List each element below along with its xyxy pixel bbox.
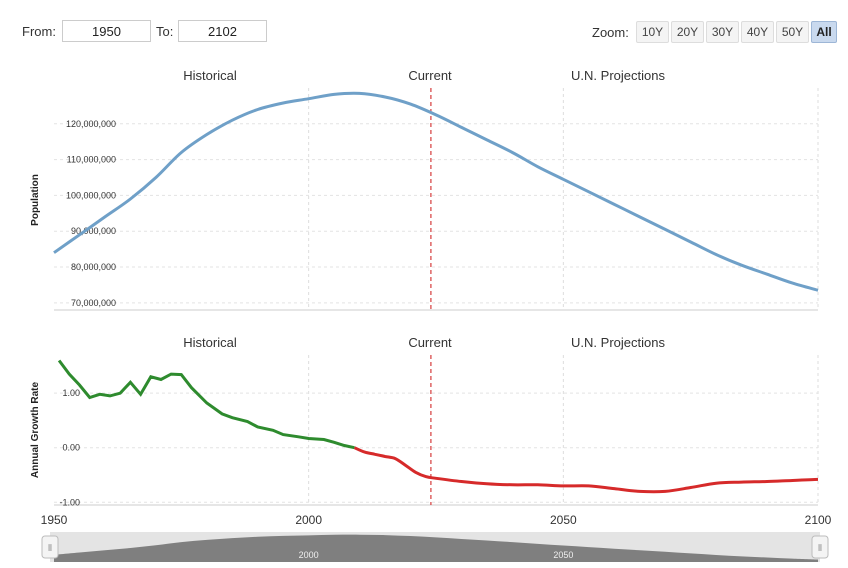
growth-section-historical: Historical: [183, 335, 237, 350]
population-y-tick: 100,000,000: [66, 190, 116, 200]
population-y-ticks: 120,000,000 110,000,000 100,000,000 90,000,…: [66, 119, 116, 308]
growth-y-tick: 1.00: [62, 388, 80, 398]
zoom-20y-button[interactable]: 20Y: [671, 21, 704, 43]
zoom-label: Zoom:: [592, 25, 629, 40]
growth-grid: [54, 355, 819, 506]
from-input[interactable]: 1950: [62, 20, 151, 42]
population-series-line: [53, 91, 819, 292]
population-section-projections: U.N. Projections: [571, 68, 665, 83]
growth-x-tick: 2050: [550, 513, 577, 527]
from-label: From:: [22, 24, 56, 39]
growth-section-current: Current: [408, 335, 452, 350]
growth-y-tick: -1.00: [59, 497, 80, 507]
zoom-40y-button[interactable]: 40Y: [741, 21, 774, 43]
population-y-tick: 110,000,000: [67, 155, 116, 165]
zoom-10y-button[interactable]: 10Y: [636, 21, 669, 43]
to-input[interactable]: 2102: [178, 20, 267, 42]
growth-x-ticks: 1950 2000 2050 2100: [41, 513, 832, 527]
growth-x-tick: 2100: [805, 513, 832, 527]
growth-section-projections: U.N. Projections: [571, 335, 665, 350]
zoom-50y-button[interactable]: 50Y: [776, 21, 809, 43]
population-grid: [54, 88, 819, 311]
to-label: To:: [156, 24, 174, 39]
growth-projection-line: [353, 446, 819, 494]
zoom-30y-button[interactable]: 30Y: [706, 21, 739, 43]
navigator-labels: 2000 2050: [299, 550, 574, 560]
navigator-label: 2000: [299, 550, 319, 560]
population-y-tick: 80,000,000: [71, 262, 116, 272]
right-handle-grip-icon: ⫴: [818, 543, 822, 553]
population-y-tick: 70,000,000: [71, 298, 116, 308]
left-handle-grip-icon: ⫴: [48, 543, 52, 553]
navigator-left-handle[interactable]: ⫴: [41, 535, 59, 559]
growth-x-tick: 1950: [41, 513, 68, 527]
navigator-area: [54, 534, 818, 562]
growth-y-label: Annual Growth Rate: [30, 382, 41, 479]
population-y-tick: 90,000,000: [71, 226, 116, 236]
population-section-current: Current: [408, 68, 452, 83]
growth-historical-line: [57, 359, 355, 450]
zoom-all-button[interactable]: All: [811, 21, 837, 43]
population-y-label: Population: [30, 174, 41, 226]
population-section-historical: Historical: [183, 68, 237, 83]
population-y-tick: 120,000,000: [66, 119, 116, 129]
growth-y-ticks: 1.00 0.00 -1.00: [59, 388, 80, 507]
navigator-right-handle[interactable]: ⫴: [811, 535, 829, 559]
growth-x-tick: 2000: [295, 513, 322, 527]
navigator-label: 2050: [553, 550, 573, 560]
growth-y-tick: 0.00: [62, 443, 80, 453]
